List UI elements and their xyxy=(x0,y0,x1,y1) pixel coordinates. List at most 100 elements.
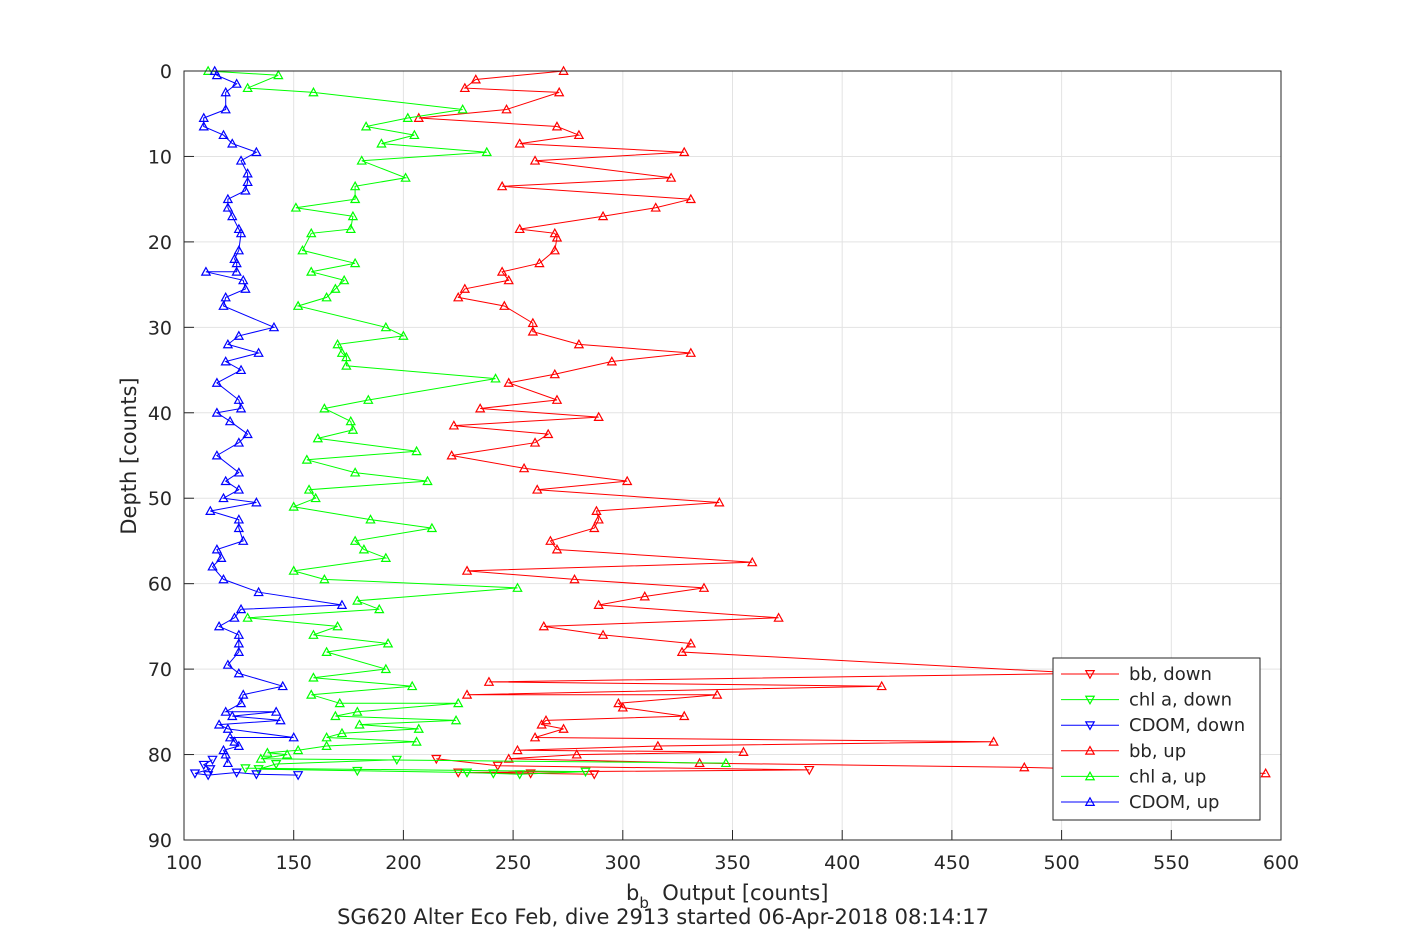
legend-label: bb, up xyxy=(1129,741,1186,762)
x-tick-label: 350 xyxy=(714,852,750,874)
data-point xyxy=(532,484,543,494)
data-point xyxy=(255,753,267,763)
data-point xyxy=(573,338,585,349)
data-point xyxy=(205,505,216,515)
data-point xyxy=(345,223,356,234)
data-point xyxy=(549,244,561,255)
data-point xyxy=(321,646,332,656)
y-tick-label: 80 xyxy=(148,745,172,767)
data-point xyxy=(542,428,554,439)
data-point xyxy=(446,450,457,460)
data-point xyxy=(200,266,212,276)
data-point xyxy=(251,146,262,157)
grid xyxy=(184,71,1281,840)
axis-ticks: 100 150 200 250 300 350 400 450 500 550 600 0 10 20 30… xyxy=(148,61,1299,874)
legend-label: bb, down xyxy=(1129,664,1212,685)
data-point xyxy=(527,326,539,336)
data-point xyxy=(551,121,563,131)
data-point xyxy=(514,770,525,780)
data-point xyxy=(281,749,293,759)
data-point xyxy=(189,769,201,779)
data-point xyxy=(330,283,341,293)
data-point xyxy=(275,714,286,725)
data-point xyxy=(321,291,332,302)
data-point xyxy=(453,291,464,302)
data-point xyxy=(365,514,376,524)
data-point xyxy=(218,129,229,140)
data-point xyxy=(288,732,299,742)
data-point xyxy=(356,155,367,165)
data-point xyxy=(503,377,514,387)
data-point xyxy=(220,706,231,716)
data-point xyxy=(224,732,236,742)
data-point xyxy=(553,86,565,97)
data-point xyxy=(242,428,253,439)
data-point xyxy=(332,620,343,631)
data-point xyxy=(720,757,732,768)
data-point xyxy=(621,475,633,486)
series-line xyxy=(418,70,1266,774)
data-point xyxy=(211,69,223,80)
data-point xyxy=(650,202,661,212)
data-point xyxy=(341,360,352,370)
data-point xyxy=(382,638,394,648)
data-point xyxy=(336,347,348,357)
data-point xyxy=(714,497,725,507)
data-point xyxy=(310,492,321,503)
data-point xyxy=(483,676,495,686)
data-point xyxy=(988,736,999,746)
data-point xyxy=(747,556,758,567)
data-point xyxy=(332,338,343,349)
data-point xyxy=(488,769,499,779)
data-point xyxy=(290,202,302,212)
data-point xyxy=(345,415,356,426)
data-point xyxy=(773,612,784,622)
data-point xyxy=(676,646,688,656)
data-point xyxy=(461,768,473,778)
data-point xyxy=(352,595,363,605)
data-point xyxy=(216,552,227,562)
legend-marker xyxy=(1084,796,1096,806)
series-cdom-up xyxy=(198,65,348,768)
data-point xyxy=(238,274,249,285)
data-point xyxy=(349,193,361,204)
x-axis-label-sub: b xyxy=(639,894,649,912)
data-point xyxy=(453,697,464,708)
data-point xyxy=(402,112,414,122)
data-point xyxy=(238,535,249,545)
legend: bb, down chl a, down CDOM, down bb, up chl a… xyxy=(1052,657,1261,821)
data-point xyxy=(571,749,582,759)
data-point xyxy=(229,736,240,746)
data-point xyxy=(222,338,234,349)
data-point xyxy=(229,612,240,622)
data-point xyxy=(207,755,218,766)
data-point xyxy=(613,697,624,708)
data-point xyxy=(334,697,345,708)
data-point xyxy=(398,330,409,340)
data-point xyxy=(233,244,245,255)
y-tick-label: 50 xyxy=(148,488,172,510)
x-tick-label: 150 xyxy=(276,852,312,874)
data-point xyxy=(222,659,234,669)
data-point xyxy=(292,744,304,755)
data-point xyxy=(308,672,319,682)
data-point xyxy=(235,403,247,413)
legend-label: chl a, up xyxy=(1129,766,1206,787)
data-point xyxy=(306,689,317,699)
y-tick-label: 10 xyxy=(148,146,172,168)
x-tick-label: 600 xyxy=(1263,852,1299,874)
data-point xyxy=(529,732,541,742)
y-tick-label: 60 xyxy=(148,574,172,596)
data-point xyxy=(481,146,492,157)
data-point xyxy=(593,514,604,524)
data-point xyxy=(240,185,251,195)
data-point xyxy=(220,86,231,97)
y-tick-label: 0 xyxy=(160,61,172,83)
data-point xyxy=(288,501,299,511)
data-point xyxy=(308,629,319,639)
legend-item: CDOM, down xyxy=(1061,715,1245,736)
data-point xyxy=(374,603,385,614)
data-point xyxy=(536,719,547,729)
data-point xyxy=(336,727,348,738)
x-axis-label-main: b xyxy=(626,881,639,905)
